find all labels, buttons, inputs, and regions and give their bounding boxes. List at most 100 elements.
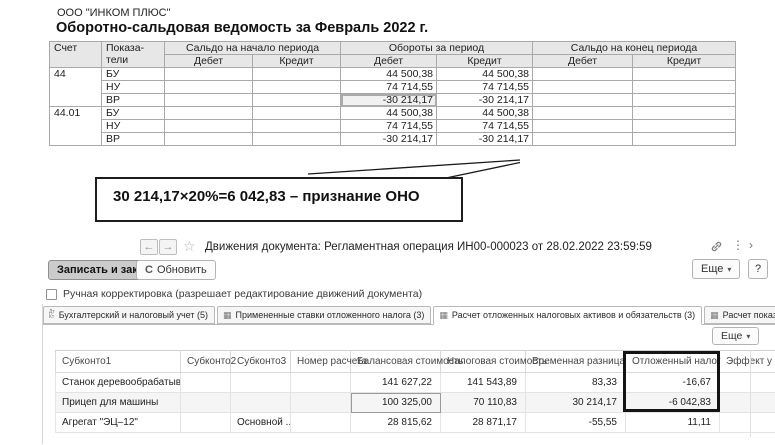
caret-down-icon: ▾ [727, 264, 732, 274]
col-stub [750, 350, 775, 373]
subconto1-cell: Агрегат "ЭЦ–12" [55, 412, 181, 433]
checkbox-icon[interactable] [46, 288, 57, 300]
manual-adjustment-checkbox-row[interactable]: Ручная корректировка (разрешает редактир… [46, 288, 422, 300]
subconto3-cell: Основной ... [230, 412, 291, 433]
table-row: 44.01 БУ 44 500,38 44 500,38 [49, 106, 737, 146]
selected-report-cell[interactable]: -30 214,17 [340, 93, 438, 107]
table-row: НУ 74 714,55 74 714,55 [50, 119, 737, 133]
balance-cell: 141 627,22 [350, 372, 441, 393]
col-header-indicators-line1: Показа- [106, 42, 145, 55]
table-row[interactable]: Прицеп для машины 100 325,00 70 110,83 3… [55, 392, 775, 413]
more-button-table[interactable]: Еще ▾ [712, 327, 760, 345]
indicator-cell: БУ [101, 67, 165, 81]
account-cell: 44 [49, 67, 102, 107]
help-button[interactable]: ? [748, 259, 769, 279]
col-group-closing-balance: Сальдо на конец периода [532, 41, 737, 55]
col-calc-number[interactable]: Номер расчета [290, 350, 367, 373]
col-header-credit: Кредит [436, 54, 534, 68]
favorite-star-icon[interactable]: ☆ [183, 238, 196, 254]
col-deferred-tax[interactable]: Отложенный налог [625, 350, 721, 373]
col-effect[interactable]: Эффект у [719, 350, 772, 373]
col-header-credit: Кредит [251, 54, 342, 68]
col-header-credit: Кредит [632, 54, 737, 68]
caret-down-icon: ▾ [746, 331, 751, 341]
annotation-callout: 30 214,17×20%=6 042,83 – признание ОНО [95, 177, 463, 222]
indicator-cell: ВР [101, 132, 165, 146]
more-button-top[interactable]: Еще ▾ [692, 259, 741, 279]
turnover-debit-cell: 74 714,55 [340, 80, 438, 94]
turnover-debit-cell: -30 214,17 [340, 132, 438, 146]
help-label: ? [755, 263, 762, 275]
col-group-turnover: Обороты за период [340, 41, 534, 55]
col-header-account: Счет [49, 41, 102, 68]
company-name: ООО "ИНКОМ ПЛЮС" [57, 7, 171, 19]
indicator-cell: НУ [101, 119, 165, 133]
get-link-icon[interactable] [710, 240, 723, 258]
temp-diff-cell: 83,33 [525, 372, 626, 393]
movements-table: Субконто1 Субконто2 Субконто3 Номер расч… [55, 350, 775, 433]
turnover-credit-cell: -30 214,17 [436, 132, 534, 146]
tab-label: Бухгалтерский и налоговый учет (5) [58, 310, 209, 320]
tab-label: Расчет показателей отложенного налога (1… [722, 310, 775, 320]
checkbox-label: Ручная корректировка (разрешает редактир… [63, 288, 423, 300]
selected-cell[interactable]: 100 325,00 [350, 392, 441, 413]
col-balance-value[interactable]: Балансовая стоимость [350, 350, 464, 373]
tab-deferred-tax-assets[interactable]: ▦ Расчет отложенных налоговых активов и … [433, 306, 703, 325]
chevron-icon[interactable]: › [749, 238, 753, 252]
table-row[interactable]: Станок деревообрабатывающий ... 141 627,… [55, 372, 775, 393]
col-tax-value[interactable]: Налоговая стоимость [440, 350, 547, 373]
table-row: 44 БУ 44 500,38 44 500,38 [49, 67, 737, 107]
nav-forward-button[interactable]: → [159, 239, 177, 255]
grid-icon: ▦ [223, 309, 232, 320]
temp-diff-cell: 30 214,17 [525, 392, 626, 413]
col-group-opening-balance: Сальдо на начало периода [163, 41, 342, 55]
tax-cell: 28 871,17 [440, 412, 526, 433]
col-header-indicators: Показа- тели [101, 41, 165, 68]
table-row[interactable]: Агрегат "ЭЦ–12" Основной ... 28 815,62 2… [55, 412, 775, 433]
col-temporary-difference[interactable]: Временная разница [525, 350, 626, 373]
col-subconto3[interactable]: Субконто3 [230, 350, 291, 373]
indicator-cell: БУ [101, 106, 165, 120]
refresh-icon: С [145, 264, 153, 276]
tab-label: Примененные ставки отложенного налога (3… [235, 310, 425, 320]
turnover-debit-cell: 44 500,38 [340, 106, 438, 120]
deferred-tax-cell: 11,11 [625, 412, 720, 433]
col-header-debit: Дебет [164, 54, 253, 68]
subconto1-cell: Прицеп для машины [55, 392, 181, 413]
indicator-cell: ВР [101, 93, 165, 107]
turnover-credit-cell: -30 214,17 [436, 93, 534, 107]
tab-deferred-tax-indicators[interactable]: ▦ Расчет показателей отложенного налога … [704, 306, 775, 324]
turnover-credit-cell: 44 500,38 [436, 106, 534, 120]
tab-accounting-tax[interactable]: Дт Кт Бухгалтерский и налоговый учет (5) [43, 306, 216, 324]
refresh-label: Обновить [156, 264, 207, 276]
col-header-indicators-line2: тели [106, 54, 129, 66]
debit-credit-icon: Дт Кт [49, 309, 55, 320]
deferred-tax-cell: -16,67 [625, 372, 720, 393]
turnover-credit-cell: 74 714,55 [436, 80, 534, 94]
nav-back-button[interactable]: ← [140, 239, 158, 255]
tax-cell: 70 110,83 [440, 392, 526, 413]
tab-applied-rates[interactable]: ▦ Примененные ставки отложенного налога … [217, 306, 432, 324]
col-subconto1[interactable]: Субконто1 [55, 350, 181, 373]
subconto1-cell: Станок деревообрабатывающий ... [55, 372, 181, 393]
balance-cell: 28 815,62 [350, 412, 441, 433]
refresh-button[interactable]: С Обновить [136, 260, 216, 280]
panel-border [42, 304, 43, 444]
tab-strip: Дт Кт Бухгалтерский и налоговый учет (5) … [43, 304, 775, 325]
more-label: Еще [701, 263, 724, 275]
turnover-debit-cell: 74 714,55 [340, 119, 438, 133]
account-cell: 44.01 [49, 106, 102, 146]
col-header-debit: Дебет [532, 54, 634, 68]
col-subconto2[interactable]: Субконто2 [180, 350, 236, 373]
deferred-tax-cell: -6 042,83 [625, 392, 720, 413]
more-menu-dots-icon[interactable]: ⋮ [732, 238, 744, 252]
temp-diff-cell: -55,55 [525, 412, 626, 433]
header-row: Субконто1 Субконто2 Субконто3 Номер расч… [55, 350, 775, 373]
col-header-debit: Дебет [340, 54, 438, 68]
more-label: Еще [721, 330, 743, 342]
turnover-debit-cell: 44 500,38 [340, 67, 438, 81]
table-row: НУ 74 714,55 74 714,55 [50, 80, 737, 94]
tab-label: Расчет отложенных налоговых активов и об… [451, 310, 696, 320]
grid-icon: ▦ [710, 309, 719, 320]
